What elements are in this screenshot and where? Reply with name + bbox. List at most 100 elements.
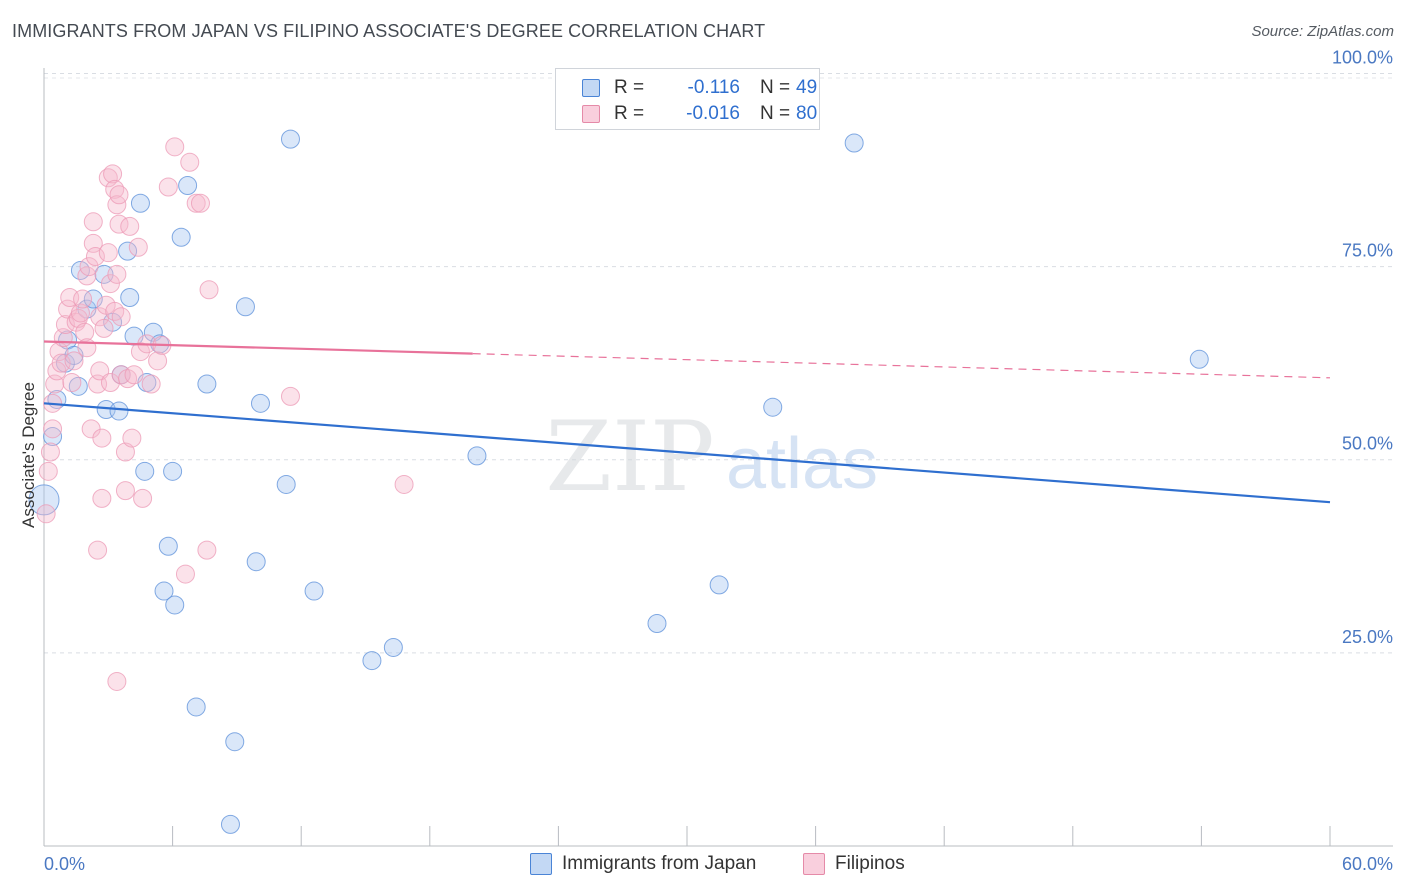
data-point <box>154 581 174 601</box>
legend-n-value: 80 <box>796 103 818 124</box>
data-point <box>38 461 58 481</box>
legend-label-filipinos: Filipinos <box>835 853 905 874</box>
data-point <box>109 401 129 421</box>
data-point <box>73 289 93 309</box>
trend-line-japan <box>43 402 1331 504</box>
data-point <box>64 351 84 371</box>
data-point <box>130 342 150 362</box>
data-point <box>467 446 487 466</box>
data-point <box>763 397 783 417</box>
data-point <box>171 227 191 247</box>
data-point <box>220 814 240 834</box>
data-point <box>90 307 110 327</box>
legend-r-label: R = <box>614 103 645 124</box>
data-point <box>105 301 125 321</box>
trend-layer <box>43 340 1331 504</box>
data-point <box>304 581 324 601</box>
data-point <box>77 266 97 286</box>
data-point <box>141 374 161 394</box>
data-point <box>383 637 403 657</box>
legend-swatch-pink <box>803 853 825 875</box>
grid-layer: 25.0% 50.0% 75.0% 100.0% <box>44 47 1393 654</box>
x-tick-label-max: 60.0% <box>1342 854 1393 874</box>
chart-title: IMMIGRANTS FROM JAPAN VS FILIPINO ASSOCI… <box>12 21 766 41</box>
data-point <box>83 212 103 232</box>
data-point <box>100 274 120 294</box>
data-point <box>190 193 210 213</box>
data-point <box>118 241 138 261</box>
data-point <box>28 484 60 516</box>
data-point <box>165 595 185 615</box>
data-point <box>94 318 114 338</box>
trend-line-filipinos <box>43 340 473 355</box>
data-point <box>186 697 206 717</box>
trend-line-filipinos-projection <box>472 353 1331 379</box>
legend-r-label: R = <box>614 77 645 98</box>
watermark-zip: ZIP <box>545 401 714 513</box>
data-point <box>43 419 63 439</box>
legend-swatch-blue <box>582 79 600 97</box>
data-point <box>180 152 200 172</box>
data-point <box>143 322 163 342</box>
data-point <box>175 564 195 584</box>
data-point <box>362 651 382 671</box>
legend-n-value: 49 <box>796 77 818 98</box>
data-point <box>79 257 99 277</box>
legend-swatch-blue <box>530 853 552 875</box>
data-point <box>135 461 155 481</box>
watermark-atlas: atlas <box>726 424 878 504</box>
data-point <box>199 280 219 300</box>
data-point <box>225 732 245 752</box>
data-point <box>36 504 56 524</box>
y-tick-label: 100.0% <box>1332 47 1393 67</box>
data-point <box>158 536 178 556</box>
data-point <box>186 193 206 213</box>
legend-r-value: -0.016 <box>686 103 740 124</box>
data-point <box>844 133 864 153</box>
data-point <box>111 307 131 327</box>
data-point <box>115 481 135 501</box>
data-point <box>120 287 140 307</box>
data-point <box>246 552 266 572</box>
x-tick-label-min: 0.0% <box>44 854 85 874</box>
points-layer <box>28 129 1209 834</box>
y-tick-label: 25.0% <box>1342 627 1393 647</box>
data-point <box>178 175 198 195</box>
data-point <box>235 297 255 317</box>
data-point <box>77 338 97 358</box>
chart-source: Source: ZipAtlas.com <box>1251 23 1394 40</box>
stats-legend: R = -0.116 N = 49 R = -0.016 N = 80 <box>555 68 820 130</box>
legend-label-japan: Immigrants from Japan <box>562 853 757 874</box>
data-point <box>115 442 135 462</box>
legend-swatch-pink <box>582 105 600 123</box>
data-point <box>197 374 217 394</box>
data-point <box>165 137 185 157</box>
data-point <box>124 365 144 385</box>
axis-layer: 0.0% 60.0% <box>43 68 1393 874</box>
data-point <box>163 461 183 481</box>
data-point <box>122 428 142 448</box>
watermark: ZIP atlas <box>545 401 878 513</box>
data-point <box>120 216 140 236</box>
data-point <box>88 540 108 560</box>
data-point <box>133 488 153 508</box>
data-point <box>128 237 148 257</box>
data-point <box>130 193 150 213</box>
data-point <box>75 322 95 342</box>
data-point <box>103 164 123 184</box>
data-point <box>109 185 129 205</box>
legend-n-label: N = <box>760 103 791 124</box>
data-point <box>98 243 118 263</box>
data-point <box>92 428 112 448</box>
data-point <box>43 427 63 447</box>
data-point <box>276 474 296 494</box>
data-point <box>647 614 667 634</box>
data-point <box>280 129 300 149</box>
data-point <box>40 442 60 462</box>
data-point <box>70 303 90 323</box>
data-point <box>250 393 270 413</box>
legend-r-value: -0.116 <box>687 77 740 98</box>
y-axis-label: Associate's Degree <box>19 382 38 528</box>
data-point <box>107 671 127 691</box>
data-point <box>394 474 414 494</box>
